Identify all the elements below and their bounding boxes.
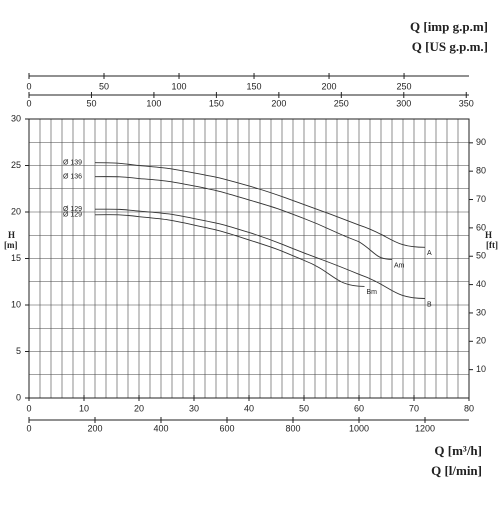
lmin-tick-label: 1000 <box>349 423 369 433</box>
y-tick-label: 30 <box>11 113 21 123</box>
curve-diameter-label: Ø 136 <box>63 174 82 181</box>
y-tick-label: 15 <box>11 253 21 263</box>
x-tick-label: 20 <box>134 403 144 413</box>
y-axis-title: H <box>8 230 15 240</box>
us-tick-label: 200 <box>271 98 286 108</box>
curve-end-label: B <box>427 301 432 308</box>
curve-diameter-label: Ø 129 <box>63 206 82 213</box>
imp-axis-title: Q [imp g.p.m] <box>410 19 488 34</box>
x-tick-label: 10 <box>79 403 89 413</box>
lmin-tick-label: 800 <box>285 423 300 433</box>
y2-tick-label: 90 <box>476 137 486 147</box>
pump-curve <box>94 176 393 260</box>
imp-tick-label: 150 <box>247 81 262 91</box>
us-tick-label: 250 <box>334 98 349 108</box>
x-tick-label: 0 <box>26 403 31 413</box>
lmin-tick-label: 0 <box>26 423 31 433</box>
y2-tick-label: 30 <box>476 307 486 317</box>
y2-tick-label: 70 <box>476 194 486 204</box>
pump-curve <box>94 162 426 248</box>
imp-tick-label: 0 <box>26 81 31 91</box>
imp-tick-label: 50 <box>99 81 109 91</box>
lmin-tick-label: 200 <box>87 423 102 433</box>
us-tick-label: 350 <box>459 98 474 108</box>
y2-axis-title: H <box>485 230 492 240</box>
y-tick-label: 20 <box>11 206 21 216</box>
x-tick-label: 30 <box>189 403 199 413</box>
y-axis-title: [m] <box>4 240 18 250</box>
imp-tick-label: 200 <box>322 81 337 91</box>
y2-tick-label: 60 <box>476 222 486 232</box>
us-tick-label: 150 <box>209 98 224 108</box>
y2-tick-label: 80 <box>476 166 486 176</box>
x-tick-label: 40 <box>244 403 254 413</box>
y2-tick-label: 40 <box>476 279 486 289</box>
lmin-tick-label: 1200 <box>415 423 435 433</box>
lmin-axis-title: Q [l/min] <box>431 463 482 478</box>
imp-tick-label: 100 <box>172 81 187 91</box>
us-tick-label: 300 <box>396 98 411 108</box>
pump-curve <box>94 208 426 299</box>
imp-tick-label: 250 <box>397 81 412 91</box>
us-tick-label: 0 <box>26 98 31 108</box>
y2-axis-title: [ft] <box>486 240 498 250</box>
y2-tick-label: 10 <box>476 364 486 374</box>
y2-tick-label: 50 <box>476 251 486 261</box>
y-tick-label: 25 <box>11 160 21 170</box>
x-tick-label: 60 <box>354 403 364 413</box>
lmin-tick-label: 600 <box>219 423 234 433</box>
x-tick-label: 70 <box>409 403 419 413</box>
x-tick-label: 80 <box>464 403 474 413</box>
y-tick-label: 10 <box>11 299 21 309</box>
us-tick-label: 100 <box>146 98 161 108</box>
x-tick-label: 50 <box>299 403 309 413</box>
lmin-tick-label: 400 <box>153 423 168 433</box>
y-tick-label: 5 <box>16 346 21 356</box>
curve-end-label: Am <box>394 262 405 269</box>
curve-diameter-label: Ø 139 <box>63 160 82 167</box>
us-axis-title: Q [US g.p.m.] <box>412 39 488 54</box>
y-tick-label: 0 <box>16 392 21 402</box>
x-axis-title: Q [m³/h] <box>434 443 482 458</box>
pump-curve <box>94 214 365 287</box>
us-tick-label: 50 <box>86 98 96 108</box>
curve-diameter-label: Ø 129 <box>63 212 82 219</box>
y2-tick-label: 20 <box>476 336 486 346</box>
curve-end-label: A <box>427 250 432 257</box>
curve-end-label: Bm <box>367 289 378 296</box>
